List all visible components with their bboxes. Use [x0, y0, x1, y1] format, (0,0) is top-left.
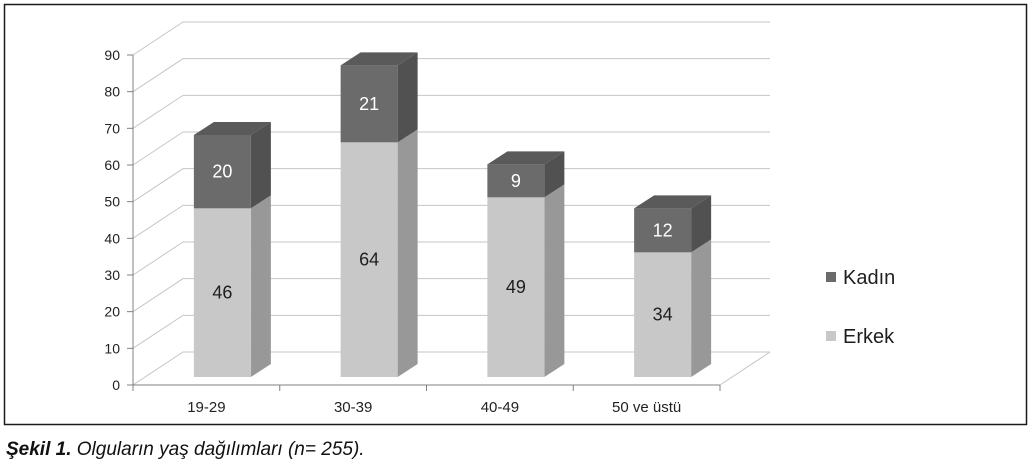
y-tick-label: 80 [104, 84, 120, 100]
legend-label-erkek: Erkek [843, 326, 895, 348]
bar-erkek-50-ve-ustu-value-label: 34 [653, 305, 673, 325]
bar-stack-19-29: 46 20 [193, 122, 271, 377]
bar-kadin-40-49-value-label: 9 [511, 171, 521, 191]
y-tick-label: 90 [104, 47, 120, 63]
bar-kadin-30-39-side [397, 52, 418, 143]
y-tick-label: 10 [104, 340, 120, 356]
bar-kadin-50-ve-ustu-top [634, 195, 712, 209]
bar-erkek-50-ve-ustu-side [691, 239, 712, 377]
y-tick-label: 20 [104, 304, 120, 320]
bar-erkek-30-39-value-label: 64 [359, 250, 379, 270]
bar-kadin-50-ve-ustu [634, 208, 692, 253]
bar-kadin-19-29 [193, 135, 251, 209]
x-tick-label: 50 ve üstü [612, 399, 681, 416]
y-tick-label: 70 [104, 120, 120, 136]
bar-kadin-30-39-top [340, 52, 418, 66]
bar-kadin-30-39-value-label: 21 [359, 94, 379, 114]
bar-kadin-19-29-side [250, 122, 271, 209]
gridline [132, 131, 770, 166]
bar-erkek-30-39-side [397, 129, 418, 377]
x-tick-label: 40-49 [481, 399, 519, 416]
bar-erkek-40-49 [487, 197, 545, 377]
bar-kadin-40-49-top [487, 151, 565, 165]
bar-stack-30-39: 64 21 [340, 52, 418, 377]
caption-label: Şekil 1. [6, 439, 72, 460]
y-tick-label: 30 [104, 267, 120, 283]
gridline [132, 314, 770, 349]
figure-caption: Şekil 1. Olguların yaş dağılımları (n= 2… [6, 437, 365, 463]
bar-erkek-40-49-value-label: 49 [506, 277, 526, 297]
y-tick-label: 40 [104, 230, 120, 246]
gridlines [132, 21, 771, 386]
gridline [132, 58, 770, 93]
bar-erkek-19-29-side [250, 195, 271, 377]
legend: Kadın Erkek [826, 267, 895, 348]
legend-swatch-erkek [826, 331, 836, 341]
bar-erkek-40-49-side [544, 184, 565, 377]
gridline [132, 94, 770, 129]
gridline [132, 204, 770, 239]
bar-erkek-19-29 [193, 208, 251, 377]
gridline [132, 21, 770, 56]
gridline [132, 241, 770, 276]
bar-kadin-40-49-side [544, 151, 565, 198]
caption-text: Olguların yaş dağılımları (n= 255). [76, 439, 365, 460]
x-tick-label: 30-39 [334, 399, 372, 416]
chart: 0 10 20 30 40 50 60 70 80 90 19-29 30-39 40-49 50 ve … [3, 3, 1028, 426]
bar-kadin-50-ve-ustu-value-label: 12 [653, 220, 673, 240]
floor-edge [719, 351, 771, 386]
bar-erkek-50-ve-ustu [634, 252, 692, 377]
bar-stack-40-49: 49 9 [487, 151, 565, 377]
y-tick-label: 0 [112, 377, 120, 393]
gridline [132, 278, 770, 313]
bar-kadin-50-ve-ustu-side [691, 195, 712, 253]
gridline [132, 168, 770, 203]
bar-kadin-40-49 [487, 164, 545, 198]
bar-kadin-19-29-top [193, 122, 271, 135]
legend-swatch-kadin [826, 272, 836, 282]
y-tick-label: 60 [104, 157, 120, 173]
bars: 46 20 64 21 49 9 34 12 [193, 52, 712, 377]
y-tick-label: 50 [104, 194, 120, 210]
x-tick-label: 19-29 [187, 399, 225, 416]
axes: 0 10 20 30 40 50 60 70 80 90 19-29 30-39 40-49 50 ve … [104, 47, 721, 416]
bar-stack-50-ve-ustu: 34 12 [634, 195, 712, 377]
bar-erkek-19-29-value-label: 46 [212, 283, 232, 303]
bar-kadin-19-29-value-label: 20 [212, 162, 232, 182]
legend-label-kadin: Kadın [843, 267, 895, 289]
bar-kadin-30-39 [340, 65, 398, 143]
bar-erkek-30-39 [340, 142, 398, 377]
gridline [132, 351, 770, 386]
